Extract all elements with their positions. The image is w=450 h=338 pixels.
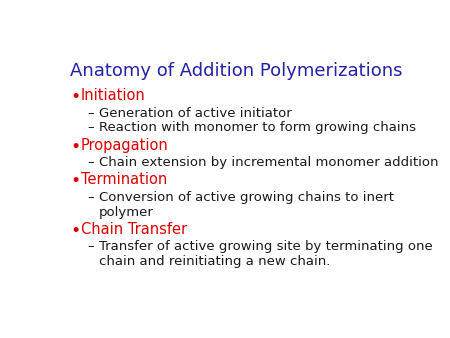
Text: –: –	[87, 107, 94, 120]
Text: •: •	[70, 221, 81, 240]
Text: Initiation: Initiation	[81, 88, 146, 103]
Text: Reaction with monomer to form growing chains: Reaction with monomer to form growing ch…	[99, 121, 416, 135]
Text: •: •	[70, 172, 81, 190]
Text: Anatomy of Addition Polymerizations: Anatomy of Addition Polymerizations	[70, 62, 403, 80]
Text: Termination: Termination	[81, 172, 167, 187]
Text: –: –	[87, 240, 94, 253]
Text: Generation of active initiator: Generation of active initiator	[99, 107, 292, 120]
Text: Transfer of active growing site by terminating one
chain and reinitiating a new : Transfer of active growing site by termi…	[99, 240, 432, 268]
Text: •: •	[70, 138, 81, 155]
Text: –: –	[87, 156, 94, 169]
Text: Conversion of active growing chains to inert
polymer: Conversion of active growing chains to i…	[99, 191, 394, 219]
Text: Chain Transfer: Chain Transfer	[81, 221, 187, 237]
Text: –: –	[87, 121, 94, 135]
Text: Propagation: Propagation	[81, 138, 169, 152]
Text: •: •	[70, 88, 81, 106]
Text: Chain extension by incremental monomer addition: Chain extension by incremental monomer a…	[99, 156, 438, 169]
Text: –: –	[87, 191, 94, 204]
